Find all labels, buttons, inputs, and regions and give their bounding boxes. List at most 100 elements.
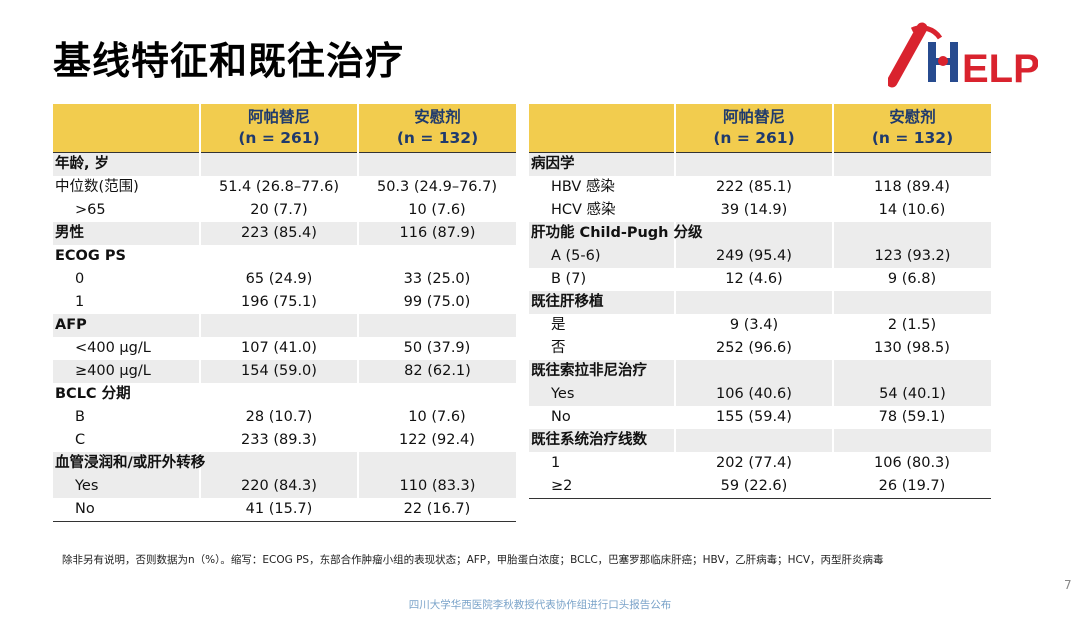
row-label: 否 xyxy=(551,340,566,356)
row-label: 既往肝移植 xyxy=(529,291,675,314)
table-row: HCV 感染 39 (14.9) 14 (10.6) xyxy=(529,199,991,222)
placebo-value: 106 (80.3) xyxy=(874,455,950,471)
row-label: ≥2 xyxy=(529,475,675,499)
table-row: <400 μg/L 107 (41.0) 50 (37.9) xyxy=(53,337,516,360)
apatinib-value xyxy=(200,245,358,268)
table-row: 否 252 (96.6) 130 (98.5) xyxy=(529,337,991,360)
table-row: ≥2 59 (22.6) 26 (19.7) xyxy=(529,475,991,499)
row-label: 既往系统治疗线数 xyxy=(529,429,675,452)
baseline-table-right: 阿帕替尼 (n = 261) 安慰剂 (n = 132) 病因学 HBV 感染 22… xyxy=(529,104,991,499)
placebo-value: 9 (6.8) xyxy=(887,271,937,287)
col-header-corner xyxy=(529,104,675,153)
placebo-value: 50 (37.9) xyxy=(403,340,471,356)
row-label: BCLC 分期 xyxy=(55,386,131,402)
col-header-apatinib: 阿帕替尼 (n = 261) xyxy=(674,104,833,153)
table-row: No 155 (59.4) 78 (59.1) xyxy=(529,406,991,429)
apatinib-value: 249 (95.4) xyxy=(674,245,833,268)
page-title: 基线特征和既往治疗 xyxy=(53,39,405,83)
table-row: 是 9 (3.4) 2 (1.5) xyxy=(529,314,991,337)
placebo-value xyxy=(832,291,991,314)
table-row: 中位数(范围) 51.4 (26.8–77.6) 50.3 (24.9–76.7) xyxy=(53,176,516,199)
table-row: 病因学 xyxy=(529,152,991,176)
table-row: 0 65 (24.9) 33 (25.0) xyxy=(53,268,516,291)
row-label: >65 xyxy=(75,202,106,218)
placebo-value xyxy=(832,222,991,245)
table-row: ≥400 μg/L 154 (59.0) 82 (62.1) xyxy=(53,360,516,383)
apatinib-value: 41 (15.7) xyxy=(200,498,358,522)
table-row: A (5-6) 249 (95.4) 123 (93.2) xyxy=(529,245,991,268)
col-header-apatinib: 阿帕替尼 (n = 261) xyxy=(199,104,358,153)
col-header-placebo: 安慰剂 (n = 132) xyxy=(357,104,516,153)
table-row: AFP xyxy=(53,314,516,337)
baseline-table-left: 阿帕替尼 (n = 261) 安慰剂 (n = 132) 年龄, 岁中位数(范围… xyxy=(53,104,516,522)
apatinib-value xyxy=(674,429,833,452)
placebo-value: 22 (16.7) xyxy=(358,498,516,522)
table-row: >65 20 (7.7) 10 (7.6) xyxy=(53,199,516,222)
table-row: B 28 (10.7) 10 (7.6) xyxy=(53,406,516,429)
placebo-value: 123 (93.2) xyxy=(832,245,991,268)
apatinib-value: 252 (96.6) xyxy=(716,340,792,356)
apatinib-value: 223 (85.4) xyxy=(199,222,358,245)
placebo-value: 54 (40.1) xyxy=(832,383,991,406)
col-header-corner xyxy=(53,104,200,153)
apatinib-value: 51.4 (26.8–77.6) xyxy=(218,179,340,195)
row-label: B (7) xyxy=(551,271,587,287)
table-row: 既往索拉非尼治疗 xyxy=(529,360,991,383)
row-label: 血管浸润和/或肝外转移 xyxy=(53,452,205,475)
table-row: 年龄, 岁 xyxy=(53,152,516,176)
svg-text:ELP: ELP xyxy=(962,47,1038,88)
table-row: BCLC 分期 xyxy=(53,383,516,406)
apatinib-value xyxy=(200,383,358,406)
placebo-value: 10 (7.6) xyxy=(408,202,466,218)
table-row: C 233 (89.3) 122 (92.4) xyxy=(53,429,516,452)
placebo-value: 14 (10.6) xyxy=(878,202,946,218)
apatinib-value: 155 (59.4) xyxy=(716,409,792,425)
placebo-value xyxy=(832,360,991,383)
table-row: B (7) 12 (4.6) 9 (6.8) xyxy=(529,268,991,291)
row-label: No xyxy=(551,409,571,425)
placebo-value: 118 (89.4) xyxy=(874,179,950,195)
apatinib-value xyxy=(199,452,358,475)
footnote: 除非另有说明，否则数据为n（%）。缩写：ECOG PS，东部合作肿瘤小组的表现状… xyxy=(62,554,884,566)
row-label: A (5-6) xyxy=(529,245,675,268)
row-label: ECOG PS xyxy=(55,248,126,264)
apatinib-value xyxy=(674,360,833,383)
apatinib-value: 106 (40.6) xyxy=(674,383,833,406)
table-row: 血管浸润和/或肝外转移 xyxy=(53,452,516,475)
placebo-value xyxy=(357,152,516,176)
table-row: 男性 223 (85.4) 116 (87.9) xyxy=(53,222,516,245)
page-number: 7 xyxy=(1064,578,1072,592)
apatinib-value xyxy=(674,222,833,245)
row-label: 既往索拉非尼治疗 xyxy=(529,360,675,383)
placebo-value: 2 (1.5) xyxy=(887,317,937,333)
placebo-value xyxy=(357,452,516,475)
row-label: B xyxy=(75,409,85,425)
placebo-value xyxy=(358,383,516,406)
row-label: ≥400 μg/L xyxy=(53,360,200,383)
table-row: ECOG PS xyxy=(53,245,516,268)
apatinib-value: 65 (24.9) xyxy=(245,271,313,287)
row-label: 肝功能 Child-Pugh 分级 xyxy=(529,222,703,245)
table-row: 1 202 (77.4) 106 (80.3) xyxy=(529,452,991,475)
placebo-value: 122 (92.4) xyxy=(399,432,475,448)
row-label: HBV 感染 xyxy=(551,179,615,195)
apatinib-value: 12 (4.6) xyxy=(725,271,783,287)
apatinib-value: 9 (3.4) xyxy=(729,317,779,333)
row-label: 年龄, 岁 xyxy=(53,152,200,176)
row-label: Yes xyxy=(53,475,200,498)
apatinib-value: 222 (85.1) xyxy=(716,179,792,195)
row-label: AFP xyxy=(53,314,200,337)
row-label: HCV 感染 xyxy=(551,202,616,218)
table-body: 病因学 HBV 感染 222 (85.1) 118 (89.4) HCV 感染 39 (1… xyxy=(529,152,991,499)
placebo-value: 26 (19.7) xyxy=(833,475,991,499)
apatinib-value: 154 (59.0) xyxy=(199,360,358,383)
placebo-value xyxy=(832,429,991,452)
apatinib-value: 220 (84.3) xyxy=(199,475,358,498)
table-row: 既往系统治疗线数 xyxy=(529,429,991,452)
placebo-value: 78 (59.1) xyxy=(878,409,946,425)
apatinib-value: 233 (89.3) xyxy=(241,432,317,448)
row-label: Yes xyxy=(529,383,675,406)
apatinib-value: 202 (77.4) xyxy=(716,455,792,471)
row-label: No xyxy=(53,498,200,522)
apatinib-value: 59 (22.6) xyxy=(675,475,833,499)
